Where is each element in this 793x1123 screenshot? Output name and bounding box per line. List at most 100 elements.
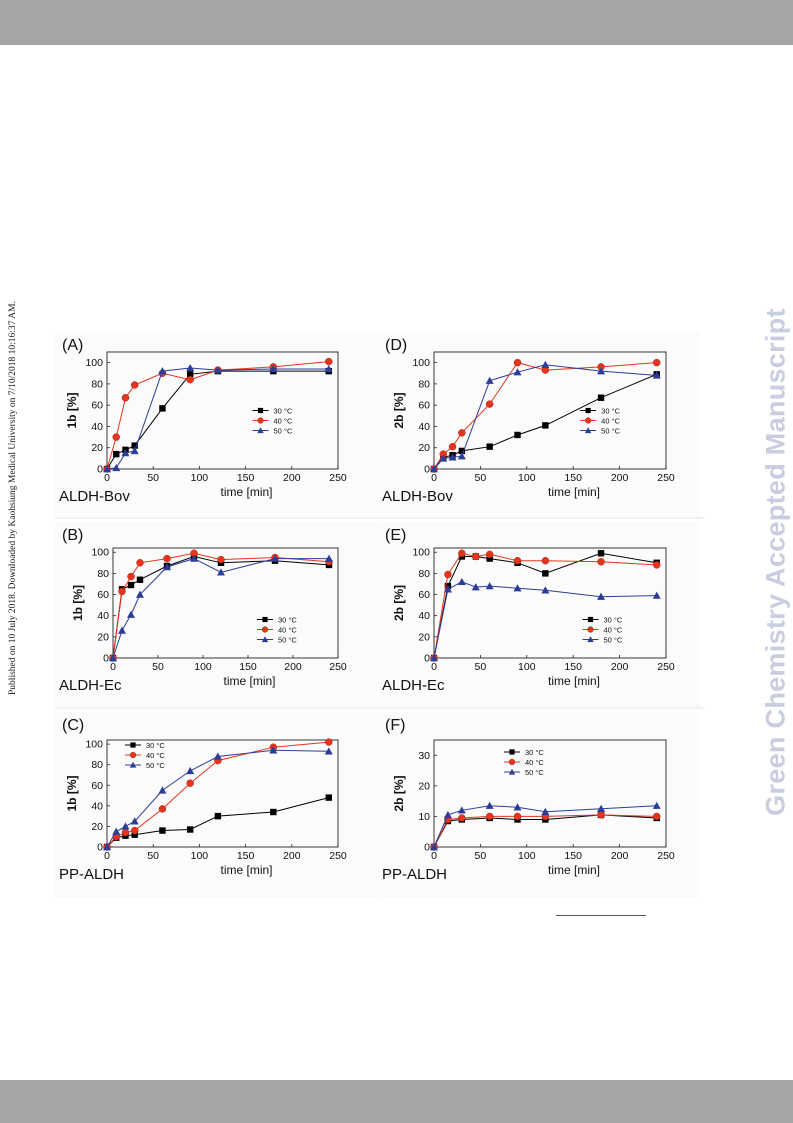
data-point-circle xyxy=(597,558,605,566)
panel-letter: (A) xyxy=(62,337,83,354)
footnote-rule xyxy=(556,915,646,916)
x-tick-label: 200 xyxy=(611,850,629,862)
footer-band xyxy=(0,1080,793,1123)
legend-marker-triangle xyxy=(257,427,264,434)
legend-label: 50 °C xyxy=(146,761,165,770)
data-point-circle xyxy=(112,433,120,441)
y-tick-label: 40 xyxy=(91,421,103,433)
panel-f: 0 50 100 150 200 250 0 10 20 30 (F) PP-ALDH time [mi… xyxy=(378,712,700,898)
y-axis-label: 2b [%] xyxy=(392,585,406,621)
y-tick-label: 10 xyxy=(418,811,430,823)
x-tick-label: 0 xyxy=(431,472,437,484)
data-point-circle xyxy=(653,358,661,367)
legend-label: 30 °C xyxy=(274,407,293,416)
y-tick-label: 20 xyxy=(97,631,109,643)
panel-d: 0 50 100 150 200 250 0 20 40 60 80 100 (D) ALDH-Bov ti… xyxy=(378,332,700,518)
data-point-triangle xyxy=(324,365,333,373)
data-point-circle xyxy=(485,550,494,559)
x-tick-label: 0 xyxy=(431,661,437,673)
data-point-square xyxy=(159,405,166,412)
legend-label: 50 °C xyxy=(603,636,622,645)
y-tick-label: 0 xyxy=(424,653,430,665)
legend-marker-triangle xyxy=(508,768,516,775)
y-tick-label: 100 xyxy=(412,357,430,369)
plot-frame xyxy=(433,739,667,848)
data-point-circle xyxy=(485,812,494,821)
plot-frame xyxy=(433,351,667,470)
y-tick-label: 60 xyxy=(91,780,103,792)
data-point-triangle xyxy=(541,586,550,594)
data-point-triangle xyxy=(471,583,480,591)
data-point-circle xyxy=(448,442,457,451)
data-point-triangle xyxy=(324,747,333,755)
data-point-triangle xyxy=(118,626,126,634)
legend-marker-square xyxy=(585,407,591,414)
data-point-circle xyxy=(485,400,494,408)
data-point-triangle xyxy=(652,591,661,599)
legend-label: 50 °C xyxy=(274,427,293,436)
data-point-circle xyxy=(325,357,333,366)
data-point-triangle xyxy=(269,746,278,754)
data-point-triangle xyxy=(457,452,466,460)
data-point-triangle xyxy=(513,368,522,376)
legend-label: 30 °C xyxy=(603,616,622,625)
series-line-2 xyxy=(433,805,657,848)
x-tick-label: 100 xyxy=(191,472,209,484)
data-point-square xyxy=(186,826,194,833)
data-point-square xyxy=(458,447,466,455)
data-point-triangle xyxy=(443,585,452,593)
panel-bg xyxy=(55,522,377,708)
data-point-triangle xyxy=(127,610,135,618)
legend-label: 50 °C xyxy=(278,636,297,645)
x-tick-label: 50 xyxy=(475,472,487,484)
x-tick-label: 150 xyxy=(237,472,255,484)
y-tick-label: 20 xyxy=(418,631,430,643)
data-point-triangle xyxy=(130,446,139,455)
legend-label: 40 °C xyxy=(601,417,620,426)
legend-marker-triangle xyxy=(584,427,592,434)
panel-bg xyxy=(378,712,700,898)
data-point-triangle xyxy=(513,803,522,811)
x-tick-label: 200 xyxy=(611,661,629,673)
data-point-square xyxy=(270,808,277,816)
enzyme-label: ALDH-Bov xyxy=(382,488,453,505)
data-point-circle xyxy=(158,805,167,813)
x-tick-label: 200 xyxy=(611,472,629,484)
data-point-circle xyxy=(597,811,605,819)
legend-marker-square xyxy=(262,616,268,623)
data-point-circle xyxy=(136,559,144,567)
legend-marker-square xyxy=(130,742,136,748)
x-tick-label: 100 xyxy=(194,661,212,673)
y-axis-label: 1b [%] xyxy=(65,775,79,811)
legend-marker-triangle xyxy=(587,636,594,643)
enzyme-label: PP-ALDH xyxy=(382,866,447,883)
y-tick-label: 100 xyxy=(85,739,103,751)
legend-label: 30 °C xyxy=(525,748,544,757)
y-tick-label: 80 xyxy=(97,568,109,580)
plot-frame xyxy=(112,547,339,659)
data-point-triangle xyxy=(163,563,171,571)
legend-label: 30 °C xyxy=(146,741,165,750)
data-point-circle xyxy=(131,381,139,389)
x-tick-label: 150 xyxy=(564,472,582,484)
legend-label: 30 °C xyxy=(601,407,620,416)
data-point-triangle xyxy=(485,376,494,384)
data-point-triangle xyxy=(271,554,279,562)
y-axis-label: 2b [%] xyxy=(392,392,406,428)
data-point-triangle xyxy=(103,843,111,851)
x-axis-label: time [min] xyxy=(548,863,600,877)
data-point-circle xyxy=(513,556,522,565)
data-point-triangle xyxy=(430,843,438,851)
y-tick-label: 60 xyxy=(418,589,430,601)
data-point-triangle xyxy=(430,654,438,662)
data-point-circle xyxy=(186,779,194,787)
data-point-triangle xyxy=(112,827,121,835)
x-tick-label: 100 xyxy=(518,472,536,484)
legend-marker-triangle xyxy=(261,636,269,643)
legend: 30 °C40 °C50 °C xyxy=(257,616,297,645)
x-tick-label: 250 xyxy=(657,661,675,673)
legend-marker-square xyxy=(587,616,594,623)
data-point-triangle xyxy=(136,590,144,598)
